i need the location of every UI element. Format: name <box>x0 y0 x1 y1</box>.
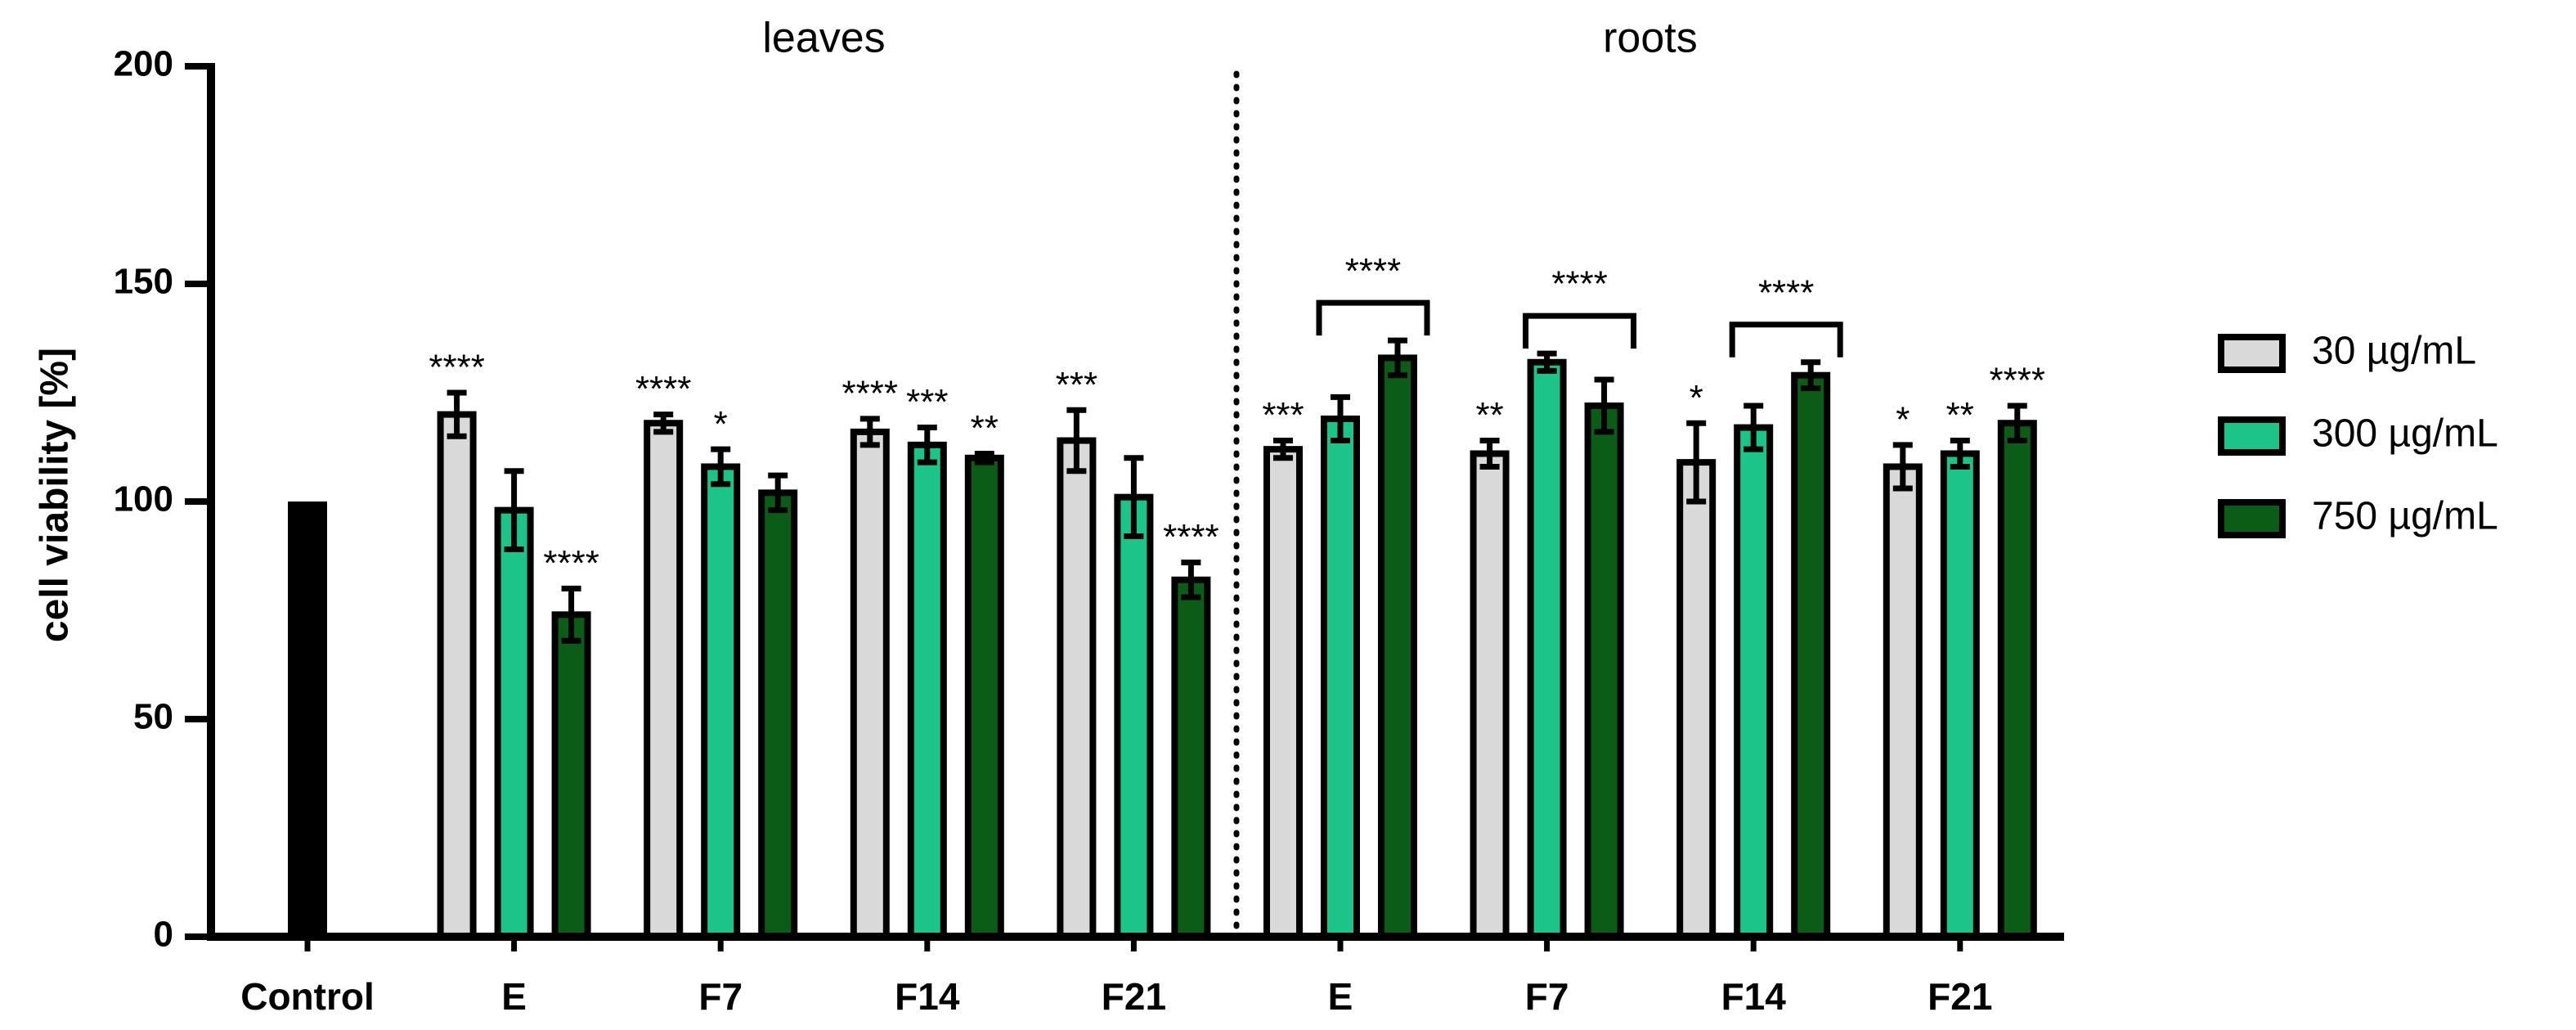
bar <box>1470 450 1510 940</box>
significance-label: **** <box>635 369 692 409</box>
bar <box>850 428 890 940</box>
bar <box>1734 424 1774 940</box>
bar <box>1584 402 1624 940</box>
bar <box>701 463 741 940</box>
legend-label: 300 µg/mL <box>2312 412 2498 456</box>
bar <box>1057 437 1097 940</box>
bar <box>551 611 591 940</box>
x-tick-label: F21 <box>1928 975 1992 1018</box>
bar <box>1378 354 1417 940</box>
bar <box>1883 463 1923 940</box>
bar <box>644 420 684 940</box>
legend-label: 750 µg/mL <box>2312 495 2498 538</box>
bracket-label: **** <box>1758 272 1815 313</box>
bar <box>907 441 947 940</box>
x-tick-label: F21 <box>1102 975 1166 1018</box>
x-tick-label: F14 <box>1721 975 1787 1018</box>
x-tick-label: Control <box>240 975 375 1018</box>
significance-label: *** <box>1262 395 1304 435</box>
significance-label: *** <box>906 382 948 422</box>
legend-swatch <box>2218 334 2286 373</box>
bar <box>1171 576 1211 940</box>
x-tick-label: F7 <box>698 975 743 1018</box>
significance-label: **** <box>1163 517 1219 557</box>
y-axis-label: cell viability [%] <box>34 348 77 642</box>
significance-label: **** <box>429 348 485 388</box>
bracket-label: **** <box>1551 264 1608 304</box>
bar <box>437 411 477 941</box>
significance-label: **** <box>842 374 899 414</box>
significance-label: ** <box>1475 395 1503 435</box>
x-tick-label: E <box>1328 975 1353 1018</box>
bar <box>288 502 327 937</box>
bar <box>1321 415 1360 941</box>
significance-bracket <box>1729 322 1843 358</box>
bar <box>1676 459 1717 940</box>
bar <box>1263 446 1303 940</box>
bar <box>494 506 534 940</box>
bar <box>758 489 798 940</box>
group-label: roots <box>1603 15 1698 62</box>
y-tick-label: 200 <box>114 44 173 84</box>
x-tick-label: F14 <box>895 975 960 1018</box>
significance-label: * <box>1690 378 1703 418</box>
significance-label: * <box>714 404 728 444</box>
significance-label: **** <box>543 543 599 583</box>
y-tick-label: 50 <box>133 697 173 737</box>
y-tick-label: 0 <box>154 915 173 955</box>
significance-label: **** <box>1990 361 2046 401</box>
significance-label: ** <box>971 408 999 448</box>
significance-label: *** <box>1056 365 1097 405</box>
bar <box>1527 358 1567 940</box>
x-tick-label: F7 <box>1525 975 1569 1018</box>
bar <box>964 454 1004 940</box>
bracket-label: **** <box>1345 251 1402 291</box>
significance-label: * <box>1896 399 1910 439</box>
significance-label: ** <box>1946 395 1974 435</box>
bar <box>1940 450 1980 940</box>
legend-swatch <box>2218 416 2286 456</box>
bar <box>1791 371 1831 941</box>
legend-label: 30 µg/mL <box>2312 330 2476 373</box>
significance-bracket <box>1523 313 1637 349</box>
y-tick-label: 100 <box>114 479 173 519</box>
significance-bracket <box>1316 299 1430 336</box>
legend-swatch <box>2218 499 2286 538</box>
x-tick-label: E <box>501 975 527 1018</box>
group-label: leaves <box>762 15 885 62</box>
bar <box>1997 420 2037 940</box>
bar <box>1114 493 1154 940</box>
y-tick-label: 150 <box>114 262 173 302</box>
